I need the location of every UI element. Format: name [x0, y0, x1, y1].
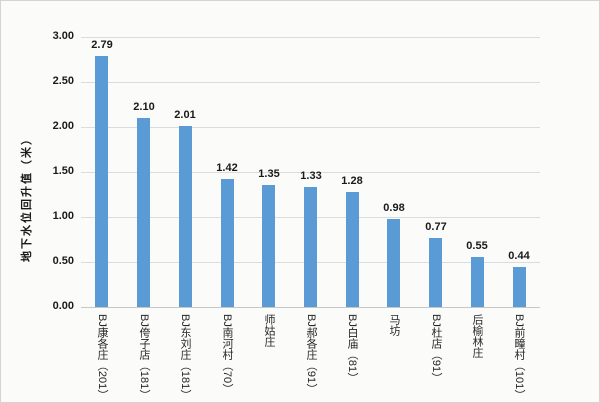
bar: [471, 257, 484, 307]
gridline: [81, 37, 540, 38]
y-tick-label: 1.50: [52, 165, 74, 177]
bar-value-label: 0.77: [425, 221, 447, 233]
x-category-label: BJ白庙（81）: [346, 314, 358, 384]
bar-value-label: 1.33: [300, 170, 322, 182]
bar: [346, 192, 359, 307]
y-tick-label: 3.00: [52, 30, 74, 42]
x-category-label: 马坊: [388, 314, 400, 336]
x-category-label: BJ前疃村（101）: [513, 314, 525, 401]
bar: [304, 187, 317, 307]
bar: [137, 118, 150, 307]
bar: [513, 267, 526, 307]
bar-value-label: 2.10: [133, 101, 155, 113]
bar: [221, 179, 234, 307]
bar-value-label: 1.28: [341, 175, 363, 187]
bar-value-label: 2.79: [91, 39, 113, 51]
x-category-label: BJ康各庄（201）: [96, 314, 108, 401]
gridline: [81, 172, 540, 173]
bar: [262, 185, 275, 307]
bar-value-label: 1.35: [258, 168, 280, 180]
gridline: [81, 82, 540, 83]
y-tick-label: 2.00: [52, 120, 74, 132]
x-category-label: 师姑庄: [263, 314, 275, 347]
x-axis-line: [81, 307, 540, 308]
y-tick-label: 2.50: [52, 75, 74, 87]
x-category-label: BJ郝各庄（91）: [305, 314, 317, 395]
y-axis-title: 地下水位回升值（米）: [21, 132, 33, 262]
bar-value-label: 1.42: [216, 162, 238, 174]
bar: [95, 56, 108, 307]
bar-value-label: 0.98: [383, 202, 405, 214]
x-category-label: BJ东刘庄（181）: [179, 314, 191, 401]
x-category-label: BJ侉子店（181）: [138, 314, 150, 401]
bar: [387, 219, 400, 307]
bar-value-label: 0.44: [508, 250, 530, 262]
bar-value-label: 2.01: [174, 109, 196, 121]
y-tick-label: 0.00: [52, 300, 74, 312]
y-tick-label: 0.50: [52, 255, 74, 267]
x-category-label: 后榆林庄: [471, 314, 483, 358]
bar-value-label: 0.55: [466, 240, 488, 252]
x-category-label: BJ杜店（91）: [430, 314, 442, 384]
x-category-label: BJ南河村（70）: [221, 314, 233, 395]
bar: [429, 238, 442, 307]
y-tick-label: 1.00: [52, 210, 74, 222]
gridline: [81, 127, 540, 128]
bar: [179, 126, 192, 307]
